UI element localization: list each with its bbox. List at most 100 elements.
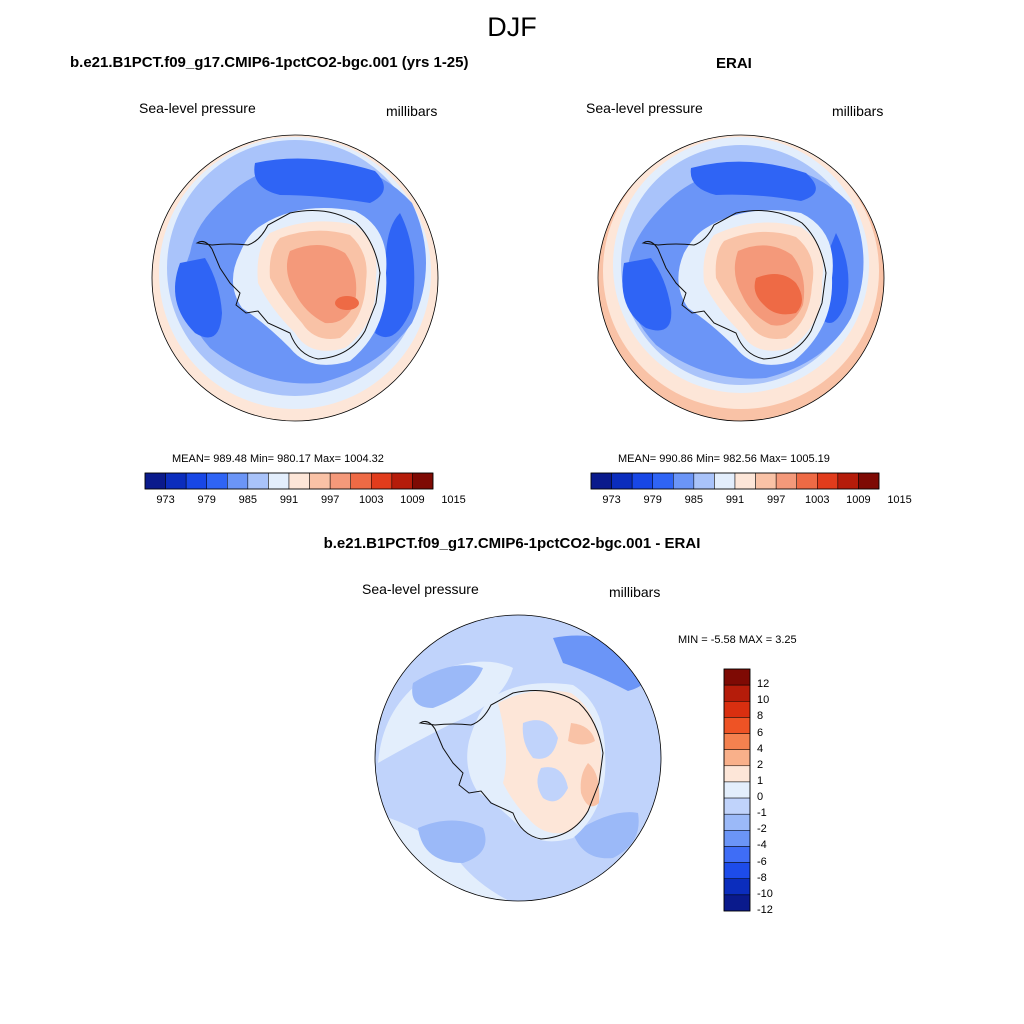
colorbar-swatch <box>796 472 818 490</box>
low-pressure-center <box>375 213 415 338</box>
colorbar-swatch <box>755 472 777 490</box>
colorbar-tick-label: 6 <box>757 726 764 739</box>
colorbar-swatch <box>631 472 653 490</box>
panel-1-stats: MEAN= 989.48 Min= 980.17 Max= 1004.32 <box>172 453 384 465</box>
panel-2-units-label: millibars <box>832 103 884 119</box>
colorbar-swatch <box>775 472 797 490</box>
colorbar-swatch <box>165 472 187 490</box>
colorbar-swatch <box>723 717 751 734</box>
colorbar-swatch <box>723 668 751 686</box>
low-pressure-center <box>622 258 672 331</box>
colorbar-swatch <box>723 701 751 718</box>
panel-1-title: b.e21.B1PCT.f09_g17.CMIP6-1pctCO2-bgc.00… <box>70 54 469 71</box>
colorbar-tick-label: 0 <box>757 791 764 804</box>
low-pressure-center <box>175 258 222 338</box>
colorbar-tick-label: -1 <box>757 807 767 820</box>
colorbar-swatch <box>723 765 751 783</box>
colorbar-swatch <box>247 472 269 490</box>
panel-1-variable-label: Sea-level pressure <box>139 100 256 116</box>
high-pressure-peak <box>335 296 359 310</box>
colorbar-swatch <box>817 472 839 490</box>
positive-anomaly-peak <box>568 723 595 745</box>
colorbar-swatch <box>734 472 756 490</box>
colorbar-swatch <box>227 472 249 490</box>
colorbar-tick-label: 973 <box>602 494 621 506</box>
panel-3-title: b.e21.B1PCT.f09_g17.CMIP6-1pctCO2-bgc.00… <box>323 535 701 552</box>
panel-2-stats: MEAN= 990.86 Min= 982.56 Max= 1005.19 <box>618 453 830 465</box>
negative-anomaly <box>412 665 483 708</box>
low-pressure-center <box>254 158 384 203</box>
colorbar-tick-label: 1009 <box>846 494 871 506</box>
colorbar-tick-label: 1003 <box>805 494 830 506</box>
panel-1-units-label: millibars <box>386 103 438 119</box>
colorbar-tick-label: 991 <box>725 494 745 506</box>
colorbar-swatch <box>309 472 331 490</box>
colorbar-tick-label: -4 <box>757 839 767 852</box>
colorbar-swatch <box>185 472 207 490</box>
panel-3-units-label: millibars <box>609 584 661 600</box>
colorbar-swatch <box>350 472 372 490</box>
colorbar-tick-label: -12 <box>757 904 773 916</box>
colorbar-tick-label: 1003 <box>359 494 384 506</box>
coastline <box>418 690 604 840</box>
colorbar-tick-label: 985 <box>238 494 258 506</box>
colorbar-tick-label: 979 <box>197 494 216 506</box>
colorbar-tick-label: 1015 <box>887 494 912 506</box>
panel-3-map <box>374 614 662 902</box>
colorbar-swatch <box>652 472 674 490</box>
colorbar-swatch <box>144 472 166 490</box>
colorbar-swatch <box>723 862 751 879</box>
figure-title: DJF <box>487 12 537 42</box>
panel-2-map <box>597 134 885 422</box>
negative-anomaly <box>573 812 639 859</box>
colorbar-swatch <box>693 472 715 490</box>
panel-1-map <box>151 134 439 422</box>
colorbar-swatch <box>723 797 751 815</box>
colorbar-tick-label: -8 <box>757 871 767 884</box>
colorbar-swatch <box>723 830 751 847</box>
colorbar-swatch <box>837 472 859 490</box>
high-pressure-peak <box>754 274 802 315</box>
colorbar-swatch <box>391 472 413 490</box>
colorbar-swatch <box>590 472 612 490</box>
colorbar-tick-label: 991 <box>279 494 299 506</box>
colorbar-swatch <box>288 472 310 490</box>
colorbar-tick-label: 979 <box>643 494 662 506</box>
colorbar-swatch <box>206 472 228 490</box>
panel-1-colorbar <box>144 472 434 490</box>
coastline <box>195 210 381 360</box>
colorbar-swatch <box>412 472 434 490</box>
colorbar-tick-label: 1009 <box>400 494 425 506</box>
panel-2-variable-label: Sea-level pressure <box>586 100 703 116</box>
panel-2-title: ERAI <box>716 55 752 72</box>
colorbar-tick-label: 12 <box>757 678 770 691</box>
colorbar-swatch <box>714 472 736 490</box>
colorbar-tick-label: 1015 <box>441 494 466 506</box>
colorbar-swatch <box>723 749 751 767</box>
colorbar-swatch <box>268 472 290 490</box>
colorbar-tick-label: 2 <box>757 758 764 771</box>
neutral-zone <box>378 661 513 763</box>
colorbar-swatch <box>611 472 633 490</box>
colorbar-swatch <box>723 781 751 799</box>
colorbar-swatch <box>723 813 751 831</box>
coastline <box>641 210 827 360</box>
panel-3-stats: MIN = -5.58 MAX = 3.25 <box>678 634 797 646</box>
colorbar-swatch <box>723 846 751 863</box>
panel-3-colorbar <box>723 668 751 912</box>
colorbar-tick-label: 973 <box>156 494 175 506</box>
colorbar-swatch <box>723 684 751 702</box>
panel-2-colorbar <box>590 472 880 490</box>
colorbar-swatch <box>723 733 751 750</box>
colorbar-tick-label: 10 <box>757 694 770 707</box>
negative-anomaly <box>537 767 568 802</box>
colorbar-tick-label: 997 <box>320 494 340 506</box>
negative-anomaly <box>522 720 558 759</box>
low-pressure-center <box>690 161 816 201</box>
colorbar-swatch <box>371 472 393 490</box>
colorbar-swatch <box>723 878 751 896</box>
colorbar-tick-label: 985 <box>684 494 704 506</box>
colorbar-tick-label: -10 <box>757 887 773 900</box>
panel-3-variable-label: Sea-level pressure <box>362 581 479 597</box>
colorbar-tick-label: 997 <box>766 494 786 506</box>
